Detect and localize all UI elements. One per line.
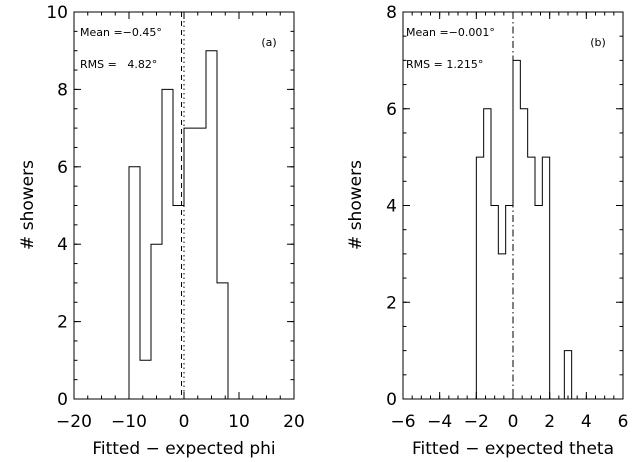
panel-a: 0 2 4 6 8 10 −20 −10 0 10 20 Mean =−0.45° RMS = 4… bbox=[18, 3, 305, 459]
y-tick-label: 2 bbox=[57, 313, 68, 333]
rms-annotation: RMS = 1.215° bbox=[406, 58, 483, 71]
mean-annotation: Mean =−0.45° bbox=[80, 26, 162, 39]
histogram-bin bbox=[535, 206, 542, 400]
x-axis-label: Fitted − expected theta bbox=[412, 439, 614, 459]
histogram-bin bbox=[129, 167, 140, 399]
rms-annotation: RMS = 4.82° bbox=[80, 58, 157, 71]
x-tick-label: 10 bbox=[228, 412, 250, 432]
y-axis-label: # showers bbox=[18, 160, 38, 250]
histogram-bin bbox=[184, 128, 206, 399]
histogram-bin bbox=[564, 351, 571, 399]
x-tick-label: 4 bbox=[581, 412, 592, 432]
histogram-bin bbox=[498, 254, 505, 399]
y-tick-label: 8 bbox=[386, 3, 397, 23]
x-tick-label: 0 bbox=[508, 412, 519, 432]
x-tick-label: −10 bbox=[111, 412, 147, 432]
histogram-bin bbox=[513, 60, 520, 399]
y-tick-label: 4 bbox=[386, 197, 397, 217]
histogram-bin bbox=[173, 206, 184, 400]
histogram-bin bbox=[151, 244, 162, 399]
histogram-bin bbox=[506, 206, 513, 400]
x-tick-label: 0 bbox=[179, 412, 190, 432]
x-tick-label: −4 bbox=[427, 412, 452, 432]
y-tick-label: 2 bbox=[386, 293, 397, 313]
x-tick-label: −20 bbox=[56, 412, 92, 432]
histogram-bin bbox=[140, 360, 151, 399]
x-axis-label: Fitted − expected phi bbox=[92, 439, 275, 459]
y-tick-label: 8 bbox=[57, 80, 68, 100]
y-tick-label: 0 bbox=[57, 390, 68, 410]
x-tick-label: 2 bbox=[544, 412, 555, 432]
histogram-bin bbox=[528, 157, 535, 399]
x-tick-label: −6 bbox=[390, 412, 415, 432]
y-tick-label: 10 bbox=[46, 3, 68, 23]
y-tick-label: 4 bbox=[57, 235, 68, 255]
histogram-bin bbox=[206, 51, 217, 399]
x-tick-label: −2 bbox=[464, 412, 489, 432]
y-tick-label: 6 bbox=[57, 158, 68, 178]
histogram-outline bbox=[128, 50, 229, 399]
panel-label: (a) bbox=[261, 36, 276, 49]
x-tick-label: 6 bbox=[618, 412, 629, 432]
histogram-bin bbox=[542, 157, 549, 399]
histogram-bin bbox=[520, 109, 527, 399]
y-axis-label: # showers bbox=[346, 160, 366, 250]
panel-b: 0 2 4 6 8 −6 −4 −2 0 2 4 6 Mean =−0.001° RMS = 1.2… bbox=[346, 3, 628, 459]
histogram-bin bbox=[476, 157, 483, 399]
x-tick-label: 20 bbox=[283, 412, 305, 432]
histogram-outline bbox=[475, 59, 573, 399]
y-tick-label: 0 bbox=[386, 390, 397, 410]
histogram-bin bbox=[217, 283, 228, 399]
mean-annotation: Mean =−0.001° bbox=[406, 26, 495, 39]
y-tick-label: 6 bbox=[386, 100, 397, 120]
histogram-bin bbox=[162, 89, 173, 399]
histogram-bin bbox=[484, 109, 491, 399]
panel-label: (b) bbox=[590, 36, 606, 49]
histogram-bin bbox=[491, 206, 498, 400]
